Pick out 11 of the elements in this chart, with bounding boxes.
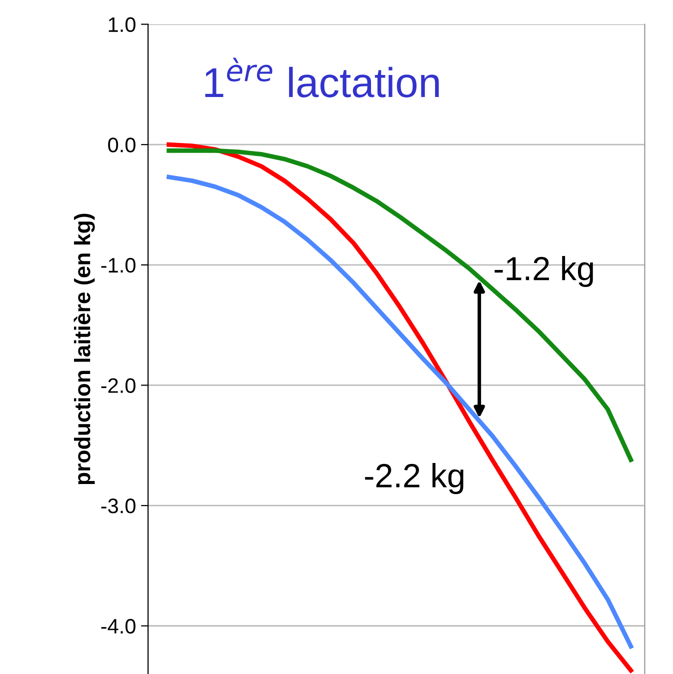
line-series (166, 148, 634, 462)
y-axis-title: production laitière (en kg) (74, 214, 95, 484)
y-tick-label: 0.0 (108, 138, 136, 152)
text: 1$^{ère}$ lactation (205, 58, 439, 98)
y-tick-label: -3.0 (101, 498, 136, 514)
annotation: -2.2 kg (365, 463, 464, 494)
y-tick-label: -2.0 (101, 378, 136, 393)
y-tick-label: -1.0 (101, 258, 136, 273)
y-tick-label: -4.0 (101, 618, 136, 634)
annotation: -1.2 kg (494, 256, 593, 288)
y-tick-label: 1.0 (108, 17, 136, 32)
